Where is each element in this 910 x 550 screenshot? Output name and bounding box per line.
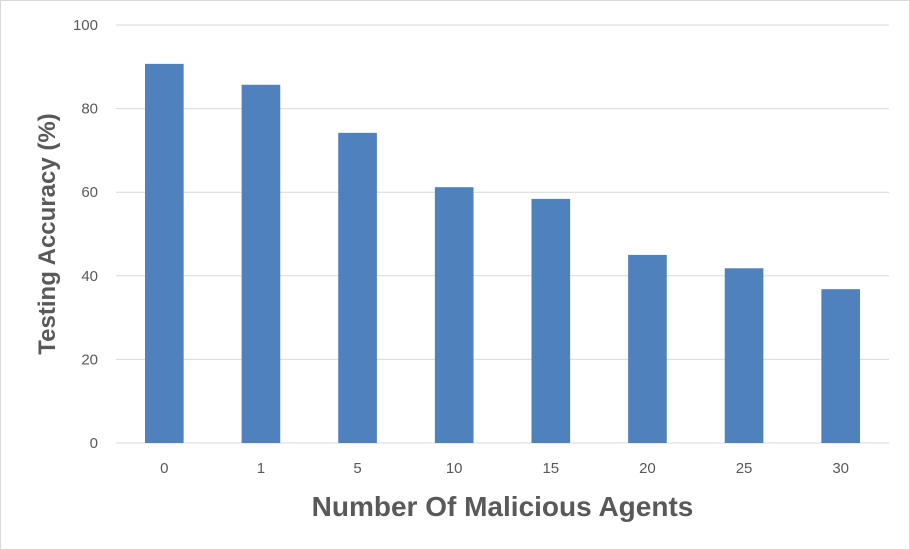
y-tick-label: 100	[73, 17, 98, 34]
y-tick-label: 20	[81, 351, 98, 368]
x-tick-label: 20	[639, 460, 656, 477]
bar	[434, 187, 474, 443]
x-tick-label: 1	[257, 460, 265, 477]
y-tick-label: 0	[90, 435, 98, 452]
bar	[241, 84, 281, 444]
bar	[531, 198, 571, 443]
x-tick-label: 5	[353, 460, 361, 477]
bar	[338, 132, 377, 443]
gridlines	[116, 24, 889, 444]
x-tick-label: 0	[160, 460, 168, 477]
x-tick-label: 30	[832, 460, 849, 477]
x-axis-title: Number Of Malicious Agents	[312, 491, 694, 522]
bars	[144, 63, 861, 444]
x-axis-ticks: 0 1 5 10 15 20 25 30	[160, 460, 849, 477]
y-tick-label: 80	[81, 101, 98, 118]
y-tick-label: 60	[81, 184, 98, 201]
bar	[628, 254, 667, 443]
bar	[821, 289, 861, 443]
x-tick-label: 10	[446, 460, 463, 477]
bar	[724, 268, 764, 443]
y-tick-label: 40	[81, 268, 98, 285]
y-axis-title: Testing Accuracy (%)	[34, 113, 61, 354]
x-tick-label: 15	[542, 460, 559, 477]
x-tick-label: 25	[736, 460, 753, 477]
y-axis-ticks: 0 20 40 60 80 100	[73, 17, 98, 452]
bar	[144, 63, 184, 444]
